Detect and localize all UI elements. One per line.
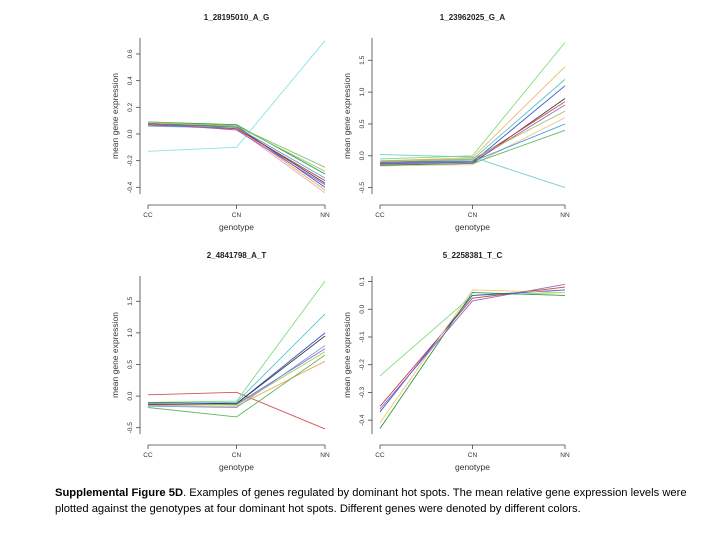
figure-panels: 1_28195010_A_G -0.4 -0.2 0.0 0.2 0.4 0.6 CC CN NN… bbox=[110, 13, 570, 472]
chart-title: 1_28195010_A_G bbox=[204, 13, 269, 22]
y-tick-label: 1.5 bbox=[127, 296, 134, 305]
series-line bbox=[379, 104, 566, 165]
y-tick-label: -0.1 bbox=[359, 331, 366, 343]
x-tick-label: NN bbox=[320, 452, 330, 459]
series-line bbox=[147, 335, 326, 405]
caption-label: Supplemental Figure 5D bbox=[55, 487, 184, 499]
series-line bbox=[147, 313, 326, 405]
y-tick-label: 0.5 bbox=[127, 360, 134, 369]
x-axis-label: genotype bbox=[219, 222, 254, 232]
x-tick-label: CN bbox=[468, 212, 478, 219]
series-line bbox=[379, 110, 566, 162]
series-line bbox=[379, 101, 566, 163]
y-tick-label: 0.0 bbox=[359, 304, 366, 313]
x-tick-label: CC bbox=[143, 212, 153, 219]
series-line bbox=[379, 292, 566, 429]
series-line bbox=[147, 122, 326, 186]
chart-panel-2: 1_23962025_G_A -0.5 0.0 0.5 1.0 1.5 CC CN NN geno… bbox=[342, 13, 570, 232]
series-line bbox=[379, 292, 566, 377]
series-line bbox=[379, 289, 566, 413]
y-axis-label: mean gene expression bbox=[110, 73, 120, 159]
series-line bbox=[379, 286, 566, 407]
series-line bbox=[147, 124, 326, 182]
series-line bbox=[147, 391, 326, 430]
series-line bbox=[147, 280, 326, 403]
y-tick-label: 0.0 bbox=[127, 391, 134, 400]
y-tick-label: 1.0 bbox=[127, 328, 134, 337]
y-tick-label: 0.2 bbox=[127, 102, 134, 111]
y-tick-label: -0.4 bbox=[127, 181, 134, 193]
y-axis-label: mean gene expression bbox=[342, 312, 352, 398]
chart-title: 2_4841798_A_T bbox=[207, 251, 267, 260]
chart-panel-1: 1_28195010_A_G -0.4 -0.2 0.0 0.2 0.4 0.6 CC CN NN… bbox=[110, 13, 330, 232]
y-tick-label: 0.0 bbox=[127, 129, 134, 138]
series-line bbox=[379, 117, 566, 167]
chart-panel-3: 2_4841798_A_T -0.5 0.0 0.5 1.0 1.5 CC CN NN genot… bbox=[110, 251, 330, 472]
series-line bbox=[379, 66, 566, 162]
x-axis-label: genotype bbox=[219, 462, 254, 472]
y-tick-label: 1.5 bbox=[359, 55, 366, 64]
x-tick-label: NN bbox=[560, 212, 570, 219]
y-tick-label: 0.0 bbox=[359, 151, 366, 160]
y-tick-label: -0.4 bbox=[359, 414, 366, 426]
series-line bbox=[147, 40, 326, 152]
series-line bbox=[147, 351, 326, 406]
series-line bbox=[147, 332, 326, 405]
series-line bbox=[147, 348, 326, 406]
series-line bbox=[147, 125, 326, 179]
caption-text: . Examples of genes regulated by dominan… bbox=[55, 487, 687, 515]
series-line bbox=[379, 123, 566, 164]
series-line bbox=[379, 42, 566, 160]
x-tick-label: NN bbox=[320, 212, 330, 219]
x-tick-label: CN bbox=[232, 212, 242, 219]
y-tick-label: -0.2 bbox=[127, 155, 134, 167]
chart-title: 5_2258381_T_C bbox=[443, 251, 503, 260]
series-line bbox=[379, 129, 566, 166]
x-tick-label: CC bbox=[143, 452, 153, 459]
y-tick-label: -0.5 bbox=[127, 422, 134, 434]
y-tick-label: 0.1 bbox=[359, 277, 366, 286]
series-line bbox=[379, 283, 566, 410]
y-tick-label: -0.5 bbox=[359, 182, 366, 194]
y-axis-label: mean gene expression bbox=[110, 312, 120, 398]
y-tick-label: 0.6 bbox=[127, 49, 134, 58]
y-tick-label: -0.3 bbox=[359, 386, 366, 398]
x-tick-label: CC bbox=[375, 212, 385, 219]
series-line bbox=[147, 124, 326, 188]
series-line bbox=[147, 121, 326, 172]
y-tick-label: 0.5 bbox=[359, 119, 366, 128]
x-axis-label: genotype bbox=[455, 222, 490, 232]
chart-panel-4: 5_2258381_T_C -0.4 -0.3 -0.2 -0.1 0.0 0.1 CC CN N… bbox=[342, 251, 570, 472]
x-axis-label: genotype bbox=[455, 462, 490, 472]
chart-title: 1_23962025_G_A bbox=[440, 13, 506, 22]
x-tick-label: CN bbox=[232, 452, 242, 459]
series-line bbox=[379, 289, 566, 424]
y-tick-label: 0.4 bbox=[127, 76, 134, 85]
series-line bbox=[147, 360, 326, 407]
series-line bbox=[147, 345, 326, 408]
y-axis-label: mean gene expression bbox=[342, 73, 352, 159]
x-tick-label: CC bbox=[375, 452, 385, 459]
series-line bbox=[147, 122, 326, 184]
series-line bbox=[379, 79, 566, 163]
series-line bbox=[379, 154, 566, 189]
figure-caption: Supplemental Figure 5D. Examples of gene… bbox=[55, 486, 695, 517]
y-tick-label: 1.0 bbox=[359, 87, 366, 96]
series-line bbox=[379, 85, 566, 164]
x-tick-label: CN bbox=[468, 452, 478, 459]
series-line bbox=[147, 354, 326, 418]
x-tick-label: NN bbox=[560, 452, 570, 459]
y-tick-label: -0.2 bbox=[359, 359, 366, 371]
